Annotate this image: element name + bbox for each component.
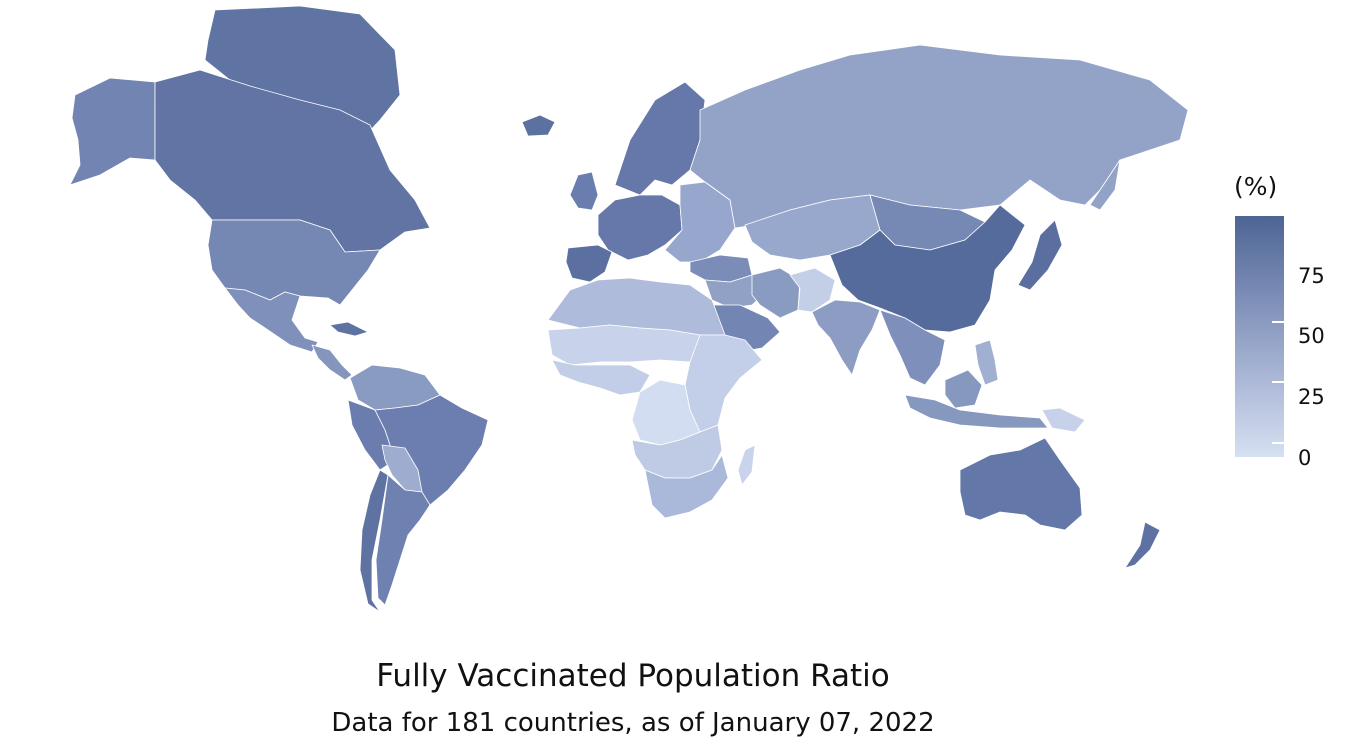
region-indonesia[interactable]: [904, 394, 1049, 429]
legend-tick-mark: [1272, 321, 1284, 323]
legend-tick-mark: [1272, 381, 1284, 383]
region-north-africa[interactable]: [547, 277, 726, 336]
region-southern-africa[interactable]: [644, 454, 729, 519]
region-new-zealand[interactable]: [1124, 521, 1161, 569]
region-australia[interactable]: [959, 437, 1083, 531]
region-russia-east[interactable]: [1089, 159, 1121, 211]
choropleth-map: [69, 5, 1189, 613]
region-russia[interactable]: [689, 44, 1189, 229]
color-legend: (%) 0 25 50 75: [1222, 172, 1332, 505]
region-iberia[interactable]: [565, 244, 613, 283]
world-map: [69, 5, 1189, 613]
region-papua[interactable]: [1041, 407, 1086, 433]
legend-tick-mark: [1272, 442, 1284, 444]
region-afghanistan[interactable]: [789, 267, 836, 313]
region-philippines[interactable]: [974, 339, 999, 386]
region-western-europe[interactable]: [597, 194, 683, 261]
region-southeast-asia[interactable]: [879, 309, 946, 386]
chart-subtitle: Data for 181 countries, as of January 07…: [331, 708, 935, 738]
region-india[interactable]: [811, 299, 881, 376]
region-scandinavia[interactable]: [614, 81, 706, 196]
chart-title: Fully Vaccinated Population Ratio: [376, 658, 890, 694]
region-iceland[interactable]: [521, 114, 556, 137]
region-uk[interactable]: [569, 171, 599, 211]
region-mexico[interactable]: [224, 287, 319, 353]
region-argentina[interactable]: [375, 474, 431, 606]
region-east-africa[interactable]: [684, 334, 763, 433]
region-china[interactable]: [829, 204, 1026, 333]
region-japan-korea[interactable]: [1017, 219, 1063, 291]
region-iran[interactable]: [751, 267, 801, 319]
legend-tick-mark: [1272, 503, 1284, 505]
region-central-america[interactable]: [311, 344, 353, 381]
region-angola-zambia[interactable]: [631, 424, 723, 479]
legend-tick-label: 75: [1298, 264, 1325, 288]
region-cuba[interactable]: [329, 321, 369, 337]
region-chile[interactable]: [359, 469, 389, 613]
legend-title: (%): [1234, 172, 1278, 201]
region-alaska[interactable]: [69, 77, 156, 186]
region-usa[interactable]: [207, 219, 381, 306]
legend-tick-label: 0: [1298, 446, 1312, 470]
legend-color-bar: [1235, 216, 1284, 457]
region-west-africa[interactable]: [551, 359, 651, 396]
region-madagascar[interactable]: [737, 444, 756, 486]
region-borneo[interactable]: [944, 369, 983, 409]
legend-tick-label: 25: [1298, 385, 1325, 409]
legend-tick-label: 50: [1298, 324, 1325, 348]
region-canada[interactable]: [154, 69, 431, 253]
